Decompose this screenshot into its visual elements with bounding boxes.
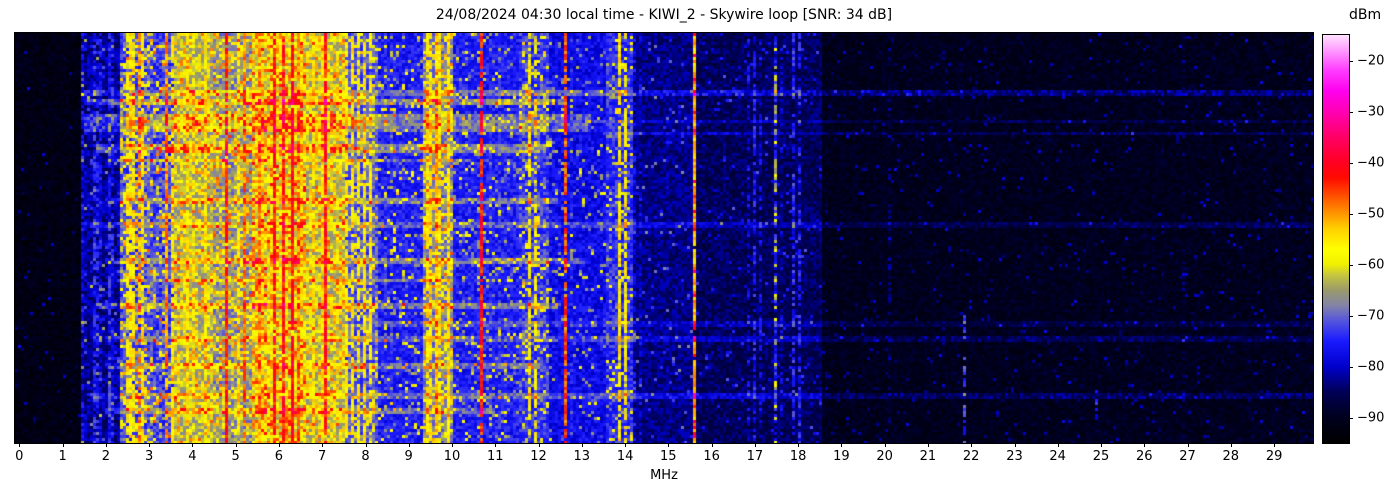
x-tick-label: 25: [1092, 449, 1110, 464]
waterfall-canvas: [15, 33, 1313, 443]
x-tick-mark: [105, 443, 107, 447]
colorbar-tick-mark: [1349, 264, 1353, 266]
colorbar-axis: −20 −30 −40 −50 −60 −70 −80 −90: [1349, 35, 1399, 443]
colorbar-tick-label: −70: [1357, 308, 1385, 323]
x-tick-mark: [1144, 443, 1146, 447]
x-tick-label: 4: [188, 449, 197, 464]
colorbar-unit-label: dBm: [1349, 7, 1382, 23]
x-tick-label: 9: [404, 449, 413, 464]
colorbar-tick-label: −30: [1357, 104, 1385, 119]
x-tick-mark: [322, 443, 324, 447]
x-tick-label: 14: [616, 449, 634, 464]
x-tick-label: 5: [231, 449, 240, 464]
x-tick-label: 12: [530, 449, 547, 464]
x-tick-label: 27: [1179, 449, 1196, 464]
x-tick-mark: [19, 443, 21, 447]
x-tick-label: 15: [660, 449, 677, 464]
x-tick-mark: [625, 443, 627, 447]
x-tick-mark: [235, 443, 237, 447]
x-tick-mark: [754, 443, 756, 447]
x-tick-label: 29: [1265, 449, 1283, 464]
x-tick-mark: [1187, 443, 1189, 447]
x-tick-mark: [1014, 443, 1016, 447]
x-tick-mark: [192, 443, 194, 447]
x-tick-label: 1: [58, 449, 67, 464]
x-tick-label: 26: [1136, 449, 1153, 464]
colorbar-tick-mark: [1349, 111, 1353, 113]
x-tick-label: 18: [789, 449, 807, 464]
colorbar-tick-label: −80: [1357, 359, 1385, 374]
x-tick-mark: [668, 443, 670, 447]
colorbar-tick-label: −50: [1357, 206, 1385, 221]
x-tick-mark: [971, 443, 973, 447]
chart-title: 24/08/2024 04:30 local time - KIWI_2 - S…: [435, 7, 893, 23]
colorbar-tick-label: −40: [1357, 155, 1385, 170]
x-tick-mark: [711, 443, 713, 447]
x-tick-mark: [798, 443, 800, 447]
colorbar-tick-label: −60: [1357, 257, 1385, 272]
x-tick-label: 21: [919, 449, 937, 464]
x-tick-mark: [365, 443, 367, 447]
x-axis: 0 1 2 3 4 5 6 7 8 9 10 11 12 13 14 15 16 17 18 19 20 21 22 23 24…: [15, 443, 1313, 473]
colorbar-tick-mark: [1349, 162, 1353, 164]
colorbar-tick-label: −20: [1357, 53, 1385, 68]
x-tick-mark: [581, 443, 583, 447]
x-tick-mark: [408, 443, 410, 447]
x-tick-label: 20: [876, 449, 893, 464]
x-tick-label: 28: [1222, 449, 1240, 464]
x-tick-label: 10: [443, 449, 461, 464]
x-tick-mark: [149, 443, 151, 447]
x-tick-mark: [495, 443, 497, 447]
x-axis-label: MHz: [650, 468, 678, 483]
colorbar-tick-mark: [1349, 417, 1353, 419]
colorbar-tick-mark: [1349, 60, 1353, 62]
x-tick-label: 7: [318, 449, 327, 464]
x-tick-label: 6: [274, 449, 284, 464]
x-tick-label: 22: [962, 449, 980, 464]
x-tick-label: 3: [144, 449, 154, 464]
x-tick-mark: [1274, 443, 1276, 447]
x-tick-mark: [1230, 443, 1232, 447]
x-tick-label: 11: [487, 449, 504, 464]
waterfall-plot-frame: [14, 32, 1314, 444]
x-tick-label: 13: [573, 449, 591, 464]
colorbar-gradient: [1322, 34, 1350, 444]
x-tick-mark: [884, 443, 886, 447]
x-tick-mark: [841, 443, 843, 447]
x-tick-mark: [1101, 443, 1102, 447]
colorbar-tick-label: −90: [1357, 410, 1385, 425]
colorbar-tick-mark: [1349, 315, 1353, 317]
colorbar-tick-mark: [1349, 366, 1353, 368]
x-tick-mark: [538, 443, 540, 447]
x-tick-label: 0: [15, 449, 24, 464]
x-tick-mark: [62, 443, 64, 447]
x-tick-mark: [278, 443, 280, 447]
x-tick-label: 8: [361, 449, 370, 464]
x-tick-mark: [1057, 443, 1059, 447]
x-tick-label: 19: [833, 449, 850, 464]
x-tick-label: 2: [101, 449, 111, 464]
colorbar-tick-mark: [1349, 213, 1353, 215]
x-tick-label: 16: [703, 449, 720, 464]
x-tick-label: 24: [1049, 449, 1066, 464]
x-tick-mark: [927, 443, 929, 447]
x-tick-mark: [452, 443, 453, 447]
x-tick-label: 17: [746, 449, 764, 464]
x-tick-label: 23: [1006, 449, 1023, 464]
